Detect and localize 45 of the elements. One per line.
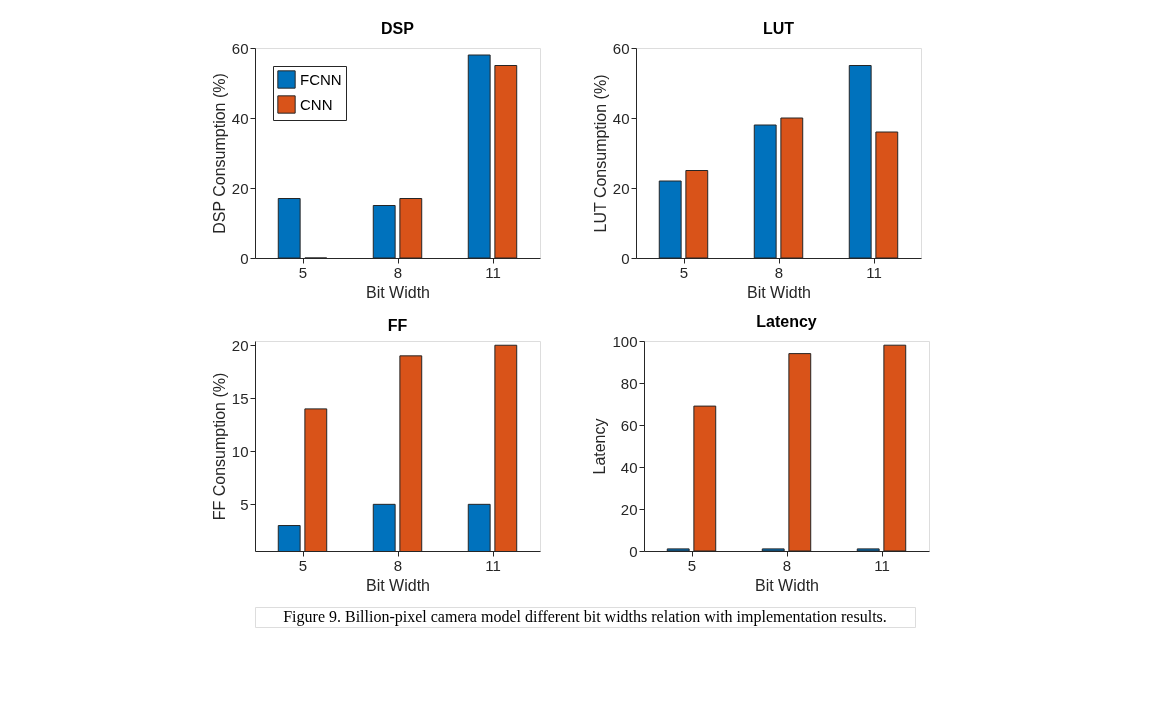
- legend-label: FCNN: [300, 70, 342, 88]
- y-tick-label: 20: [231, 336, 249, 354]
- x-tick-label: 5: [298, 263, 308, 281]
- x-axis-title: Bit Width: [365, 576, 431, 594]
- y-tick-label: 40: [612, 109, 630, 127]
- y-tick-label: 100: [612, 332, 638, 350]
- y-tick-label: 10: [231, 442, 249, 460]
- y-tick-label: 80: [620, 374, 638, 392]
- chart-title: LUT: [762, 20, 795, 37]
- y-tick-label: 20: [231, 179, 249, 197]
- x-tick-label: 8: [393, 556, 403, 574]
- y-tick-label: 40: [620, 458, 638, 476]
- legend-label: CNN: [300, 95, 333, 113]
- y-axis-title: FF Consumption (%): [210, 372, 228, 521]
- y-tick-label: 15: [231, 389, 249, 407]
- y-tick-label: 0: [240, 249, 249, 267]
- y-tick-label: 20: [620, 500, 638, 518]
- x-tick-label: 11: [866, 263, 882, 281]
- chart-title: DSP: [381, 20, 415, 37]
- chart-title: FF: [387, 317, 408, 335]
- x-tick-label: 11: [874, 556, 890, 574]
- x-axis-title: Bit Width: [746, 283, 812, 301]
- x-tick-label: 5: [298, 556, 308, 574]
- y-tick-label: 60: [620, 416, 638, 434]
- x-tick-label: 8: [774, 263, 784, 281]
- chart-title: Latency: [756, 313, 817, 330]
- x-tick-label: 5: [679, 263, 689, 281]
- y-axis-title: DSP Consumption (%): [210, 73, 228, 234]
- y-tick-label: 60: [612, 39, 630, 57]
- x-tick-label: 11: [485, 263, 501, 281]
- y-tick-label: 0: [629, 542, 638, 560]
- x-axis-title: Bit Width: [365, 283, 431, 301]
- x-tick-label: 8: [782, 556, 792, 574]
- y-tick-label: 40: [231, 109, 249, 127]
- caption: Figure 9. Billion-pixel camera model different bit widths relation with implementation results.: [283, 608, 887, 626]
- y-tick-label: 60: [231, 39, 249, 57]
- y-tick-label: 0: [621, 249, 630, 267]
- x-tick-label: 8: [393, 263, 403, 281]
- x-tick-label: 5: [687, 556, 697, 574]
- y-tick-label: 5: [240, 495, 249, 513]
- x-axis-title: Bit Width: [754, 576, 820, 594]
- y-tick-label: 20: [612, 179, 630, 197]
- y-axis-title: Latency: [591, 418, 609, 475]
- x-tick-label: 11: [485, 556, 501, 574]
- y-axis-title: LUT Consumption (%): [591, 74, 609, 233]
